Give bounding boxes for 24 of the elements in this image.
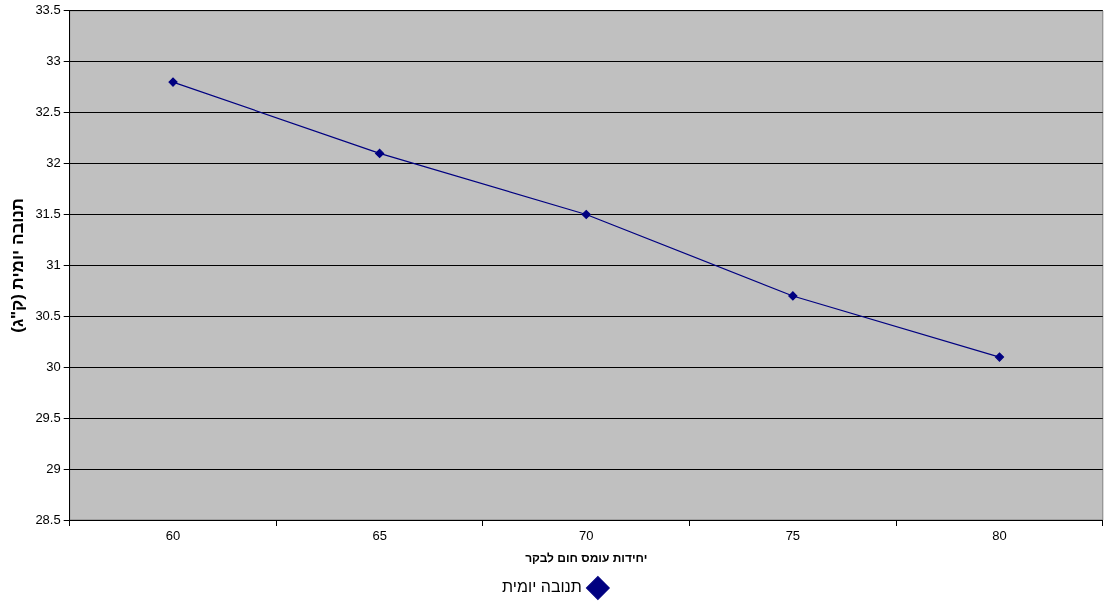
x-tick-label: 70 — [579, 528, 594, 544]
y-tick-label: 33 — [46, 53, 61, 69]
point — [994, 352, 1005, 362]
y-tick-label: 31.5 — [35, 206, 61, 222]
y-tick-label: 30 — [46, 358, 61, 374]
x-tick-label: 80 — [992, 528, 1007, 544]
x-tick-label: 60 — [165, 528, 181, 544]
point — [581, 209, 591, 220]
y-tick-label: 32 — [46, 155, 61, 171]
y-axis-title: תנובה יומית (ק"ג) — [7, 198, 27, 333]
y-tick-label: 30.5 — [35, 307, 61, 323]
point — [375, 148, 385, 158]
legend-label: תנובה יומית — [502, 578, 582, 596]
y-tick-label: 33.5 — [35, 2, 61, 18]
y-tick-label: 29.5 — [35, 409, 61, 425]
x-tick-label: 65 — [372, 528, 387, 544]
y-tick-label: 32.5 — [35, 104, 61, 120]
x-tick-label: 75 — [785, 528, 801, 544]
y-tick-label: 31 — [46, 256, 61, 272]
y-tick-label: 28.5 — [35, 511, 61, 527]
point — [788, 291, 798, 301]
point — [168, 77, 178, 87]
y-tick-label: 29 — [46, 460, 61, 476]
x-axis-title: יחידות עומס חום לבקר — [525, 551, 648, 566]
